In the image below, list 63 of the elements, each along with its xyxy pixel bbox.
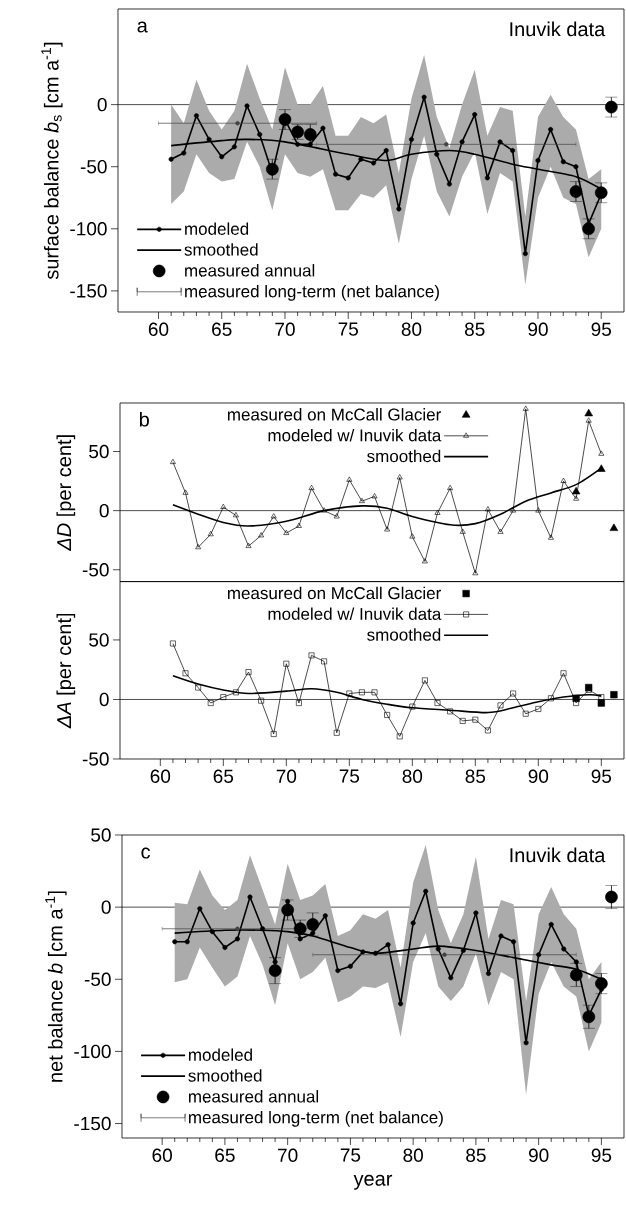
y-tick-label: -150: [70, 284, 107, 298]
legend-label: smoothed: [184, 243, 258, 256]
y-tick-label: 0: [101, 900, 111, 914]
y-axis-title: surface balance b$_{s}$ [cm a$^{-1}$]: [41, 42, 63, 280]
y-tick-label: -50: [82, 563, 109, 577]
y-tick-label: 50: [89, 633, 109, 647]
y-tick-label: -50: [84, 972, 111, 986]
annotation: Inuvik data: [510, 847, 606, 863]
x-tick-label: 65: [215, 1148, 235, 1162]
x-tick-label: 70: [275, 322, 295, 336]
x-tick-label: 75: [338, 322, 358, 336]
y-tick-label: -150: [74, 1116, 111, 1131]
x-tick-label: 60: [152, 1148, 172, 1162]
legend-label: measured annual: [188, 1090, 319, 1103]
legend-label: smoothed: [367, 449, 441, 463]
y-tick-label: -50: [80, 159, 107, 174]
x-tick-label: 65: [213, 769, 234, 783]
annotation: a: [137, 21, 148, 33]
x-tick-label: 95: [591, 322, 611, 336]
legend-label: modeled w/ Inuvik data: [268, 607, 442, 620]
x-tick-label: 95: [591, 1148, 612, 1162]
y-tick-label: -100: [74, 1044, 111, 1059]
y-axis-title: ΔD [per cent]: [56, 435, 76, 552]
legend-label: measured on McCall Glacier: [227, 586, 441, 600]
legend-label: modeled: [188, 1048, 252, 1061]
x-tick-label: 60: [150, 769, 171, 783]
x-tick-label: 80: [401, 322, 422, 336]
y-tick-label: 0: [97, 97, 107, 112]
x-axis-title: year: [353, 1174, 393, 1190]
legend-label: measured long-term (net balance): [185, 284, 439, 301]
annotation: b: [139, 411, 149, 427]
y-axis-title: ΔA [per cent]: [56, 613, 76, 729]
x-tick-label: 85: [466, 1148, 486, 1162]
x-tick-label: 90: [528, 769, 549, 783]
legend-label: modeled w/ Inuvik data: [268, 428, 442, 442]
x-tick-label: 95: [591, 769, 612, 783]
y-tick-label: 50: [91, 828, 111, 842]
x-tick-label: 65: [212, 322, 232, 336]
x-tick-label: 75: [340, 1148, 361, 1162]
x-tick-label: 60: [148, 322, 169, 336]
annotation: Inuvik data: [510, 21, 606, 37]
y-tick-label: 0: [99, 692, 109, 707]
legend-label: smoothed: [367, 628, 441, 641]
x-tick-label: 80: [402, 769, 423, 783]
y-tick-label: 50: [89, 444, 109, 459]
annotation: c: [141, 847, 151, 859]
legend-label: measured on McCall Glacier: [227, 408, 441, 421]
legend-label: measured long-term (net balance): [188, 1110, 443, 1127]
x-tick-label: 85: [465, 769, 486, 783]
y-tick-label: -100: [70, 222, 107, 236]
x-tick-label: 70: [278, 1148, 298, 1162]
x-tick-label: 90: [528, 1148, 549, 1162]
x-tick-label: 70: [276, 769, 297, 783]
y-tick-label: 0: [99, 503, 109, 518]
x-tick-label: 85: [464, 322, 485, 336]
legend-label: smoothed: [188, 1069, 262, 1082]
y-axis-title: net balance b [cm a$^{-1}$]: [45, 891, 67, 1082]
legend-label: modeled: [185, 222, 249, 235]
legend-label: measured annual: [185, 264, 315, 277]
y-tick-label: -50: [82, 752, 109, 766]
x-tick-label: 75: [339, 769, 360, 783]
x-tick-label: 80: [403, 1148, 423, 1162]
x-tick-label: 90: [528, 322, 548, 336]
